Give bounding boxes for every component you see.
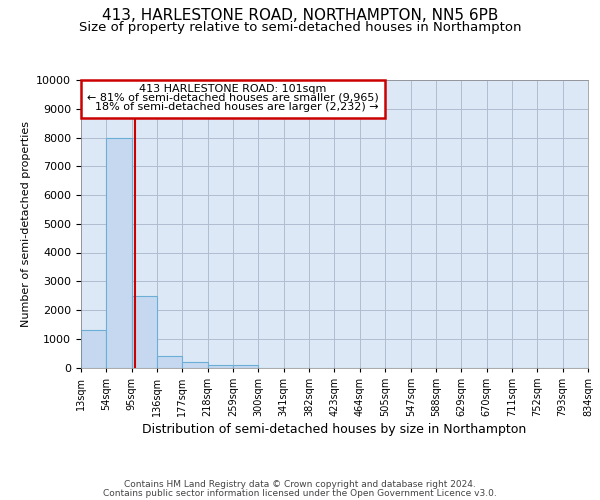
- Text: 413 HARLESTONE ROAD: 101sqm: 413 HARLESTONE ROAD: 101sqm: [139, 84, 326, 94]
- Text: Size of property relative to semi-detached houses in Northampton: Size of property relative to semi-detach…: [79, 21, 521, 34]
- Text: Contains HM Land Registry data © Crown copyright and database right 2024.: Contains HM Land Registry data © Crown c…: [124, 480, 476, 489]
- Text: 413, HARLESTONE ROAD, NORTHAMPTON, NN5 6PB: 413, HARLESTONE ROAD, NORTHAMPTON, NN5 6…: [102, 8, 498, 22]
- X-axis label: Distribution of semi-detached houses by size in Northampton: Distribution of semi-detached houses by …: [142, 423, 527, 436]
- Bar: [208, 364, 233, 368]
- Bar: [157, 356, 182, 368]
- Bar: [233, 366, 258, 368]
- Bar: [182, 362, 208, 368]
- Text: Contains public sector information licensed under the Open Government Licence v3: Contains public sector information licen…: [103, 489, 497, 498]
- Y-axis label: Number of semi-detached properties: Number of semi-detached properties: [21, 120, 31, 327]
- Bar: [131, 296, 157, 368]
- Bar: [106, 138, 131, 368]
- Bar: [81, 80, 385, 118]
- Text: ← 81% of semi-detached houses are smaller (9,965): ← 81% of semi-detached houses are smalle…: [87, 92, 379, 102]
- Bar: [81, 330, 106, 368]
- Text: 18% of semi-detached houses are larger (2,232) →: 18% of semi-detached houses are larger (…: [88, 102, 378, 112]
